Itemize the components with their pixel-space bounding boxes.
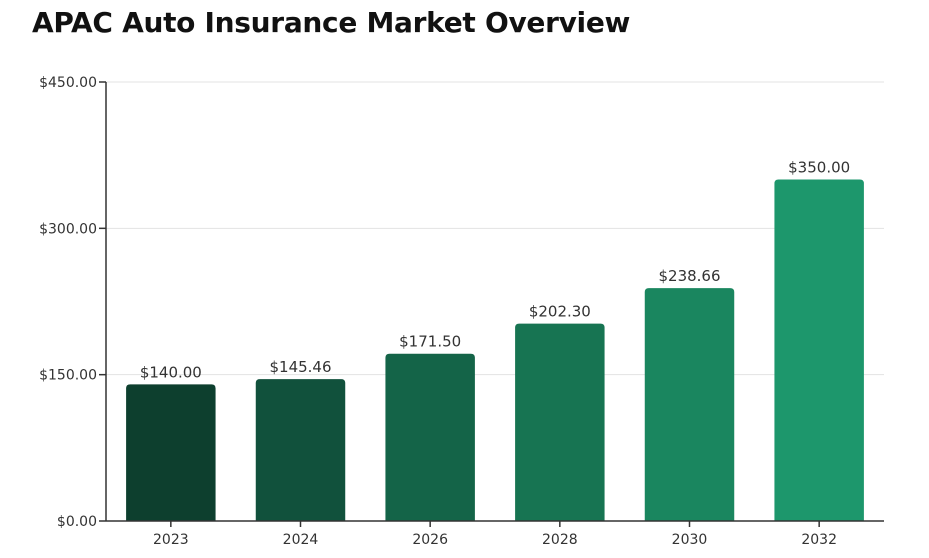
bar-2023 — [126, 384, 216, 521]
x-tick-label: 2028 — [542, 532, 578, 548]
x-tick-label: 2026 — [412, 532, 448, 548]
bar-value-label: $171.50 — [399, 333, 461, 351]
bars — [126, 179, 864, 522]
x-tick-label: 2024 — [283, 532, 319, 548]
bar-2024 — [255, 379, 346, 521]
bar-2026 — [385, 353, 475, 521]
bar-value-label: $202.30 — [529, 303, 591, 321]
bar-value-label: $140.00 — [140, 363, 202, 381]
x-tick-label: 2023 — [153, 532, 189, 548]
x-tick-label: 2030 — [672, 532, 708, 548]
y-tick-label: $300.00 — [39, 221, 97, 237]
y-ticks: $0.00 $150.00 $300.00 $450.00 — [39, 75, 106, 530]
y-tick-label: $0.00 — [57, 514, 97, 530]
chart-title: APAC Auto Insurance Market Overview — [32, 6, 631, 39]
bar-2032 — [774, 179, 864, 522]
bar-value-label: $145.46 — [269, 358, 331, 376]
bar-value-label: $350.00 — [788, 159, 850, 177]
x-tick-label: 2032 — [801, 532, 837, 548]
bar-2030 — [644, 288, 735, 521]
bar-value-label: $238.66 — [658, 267, 720, 285]
bar-2028 — [515, 323, 605, 521]
x-ticks: 2023 2024 2026 2028 2030 2032 — [153, 521, 837, 548]
axes — [105, 82, 884, 522]
bar-value-labels: $140.00 $145.46 $171.50 $202.30 $238.66 $350.… — [140, 159, 850, 382]
y-tick-label: $150.00 — [39, 368, 97, 384]
y-tick-label: $450.00 — [39, 75, 97, 91]
gridlines — [106, 81, 884, 376]
